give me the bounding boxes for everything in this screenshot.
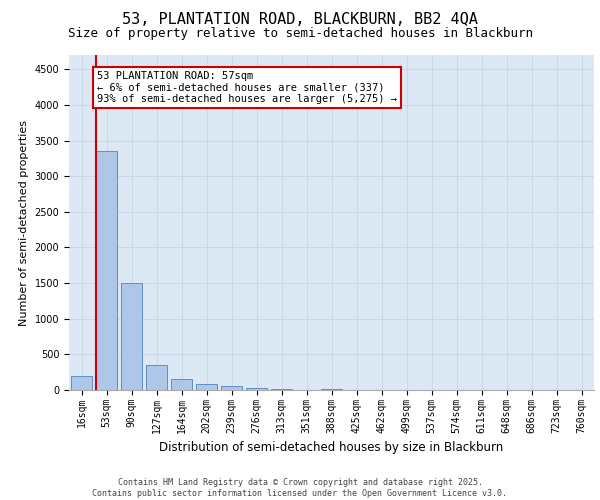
Bar [271,388,292,390]
Bar [221,386,242,390]
Bar [196,384,217,390]
X-axis label: Distribution of semi-detached houses by size in Blackburn: Distribution of semi-detached houses by … [160,441,503,454]
Text: 53, PLANTATION ROAD, BLACKBURN, BB2 4QA: 53, PLANTATION ROAD, BLACKBURN, BB2 4QA [122,12,478,28]
Bar [71,376,92,390]
Text: 53 PLANTATION ROAD: 57sqm
← 6% of semi-detached houses are smaller (337)
93% of : 53 PLANTATION ROAD: 57sqm ← 6% of semi-d… [97,70,397,104]
Bar [146,365,167,390]
Y-axis label: Number of semi-detached properties: Number of semi-detached properties [19,120,29,326]
Bar [96,151,117,390]
Text: Contains HM Land Registry data © Crown copyright and database right 2025.
Contai: Contains HM Land Registry data © Crown c… [92,478,508,498]
Text: Size of property relative to semi-detached houses in Blackburn: Size of property relative to semi-detach… [67,28,533,40]
Bar [246,388,267,390]
Bar [171,380,192,390]
Bar [121,283,142,390]
